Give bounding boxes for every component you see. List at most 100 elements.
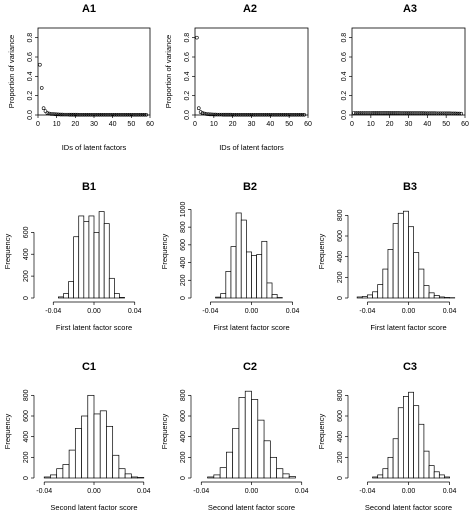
y-tick-label: 0.8	[184, 33, 191, 43]
data-point	[266, 113, 271, 117]
panel-b3: B3 -0.04 0.00 0.04 0 200 400 600 800 First latent…	[317, 181, 457, 332]
y-tick-label: 0.6	[27, 52, 34, 62]
histogram-bar	[240, 219, 247, 299]
x-tick-label: 0.04	[128, 308, 142, 315]
histogram-bar	[98, 211, 105, 299]
data-point	[200, 111, 205, 115]
data-point	[457, 111, 462, 116]
data-point	[455, 111, 460, 116]
data-point	[247, 113, 252, 117]
data-point	[431, 111, 435, 115]
histogram-bar	[73, 236, 80, 299]
data-point	[446, 111, 450, 116]
data-point	[274, 113, 278, 117]
y-tick-label: 600	[180, 410, 187, 422]
histogram-bar	[361, 296, 368, 299]
y-tick-label: 800	[180, 389, 187, 401]
histogram-bar	[137, 477, 145, 479]
data-point	[442, 111, 447, 116]
x-tick-label: 0.00	[87, 308, 101, 315]
data-point	[52, 112, 57, 117]
data-point	[440, 111, 445, 116]
histogram-bar	[387, 249, 394, 299]
histogram-bar	[403, 396, 409, 479]
y-tick-label: 400	[180, 431, 187, 443]
data-point	[410, 111, 415, 115]
data-point	[112, 113, 117, 117]
plot-frame	[351, 27, 466, 116]
data-point	[387, 111, 392, 115]
data-point	[300, 113, 305, 117]
panel-title: B3	[403, 181, 417, 193]
panel-title: A3	[403, 3, 417, 15]
data-point	[401, 111, 405, 115]
data-point	[227, 112, 231, 117]
histogram-bar	[108, 277, 115, 299]
data-point	[425, 111, 430, 115]
data-point	[260, 113, 265, 117]
data-point	[242, 113, 246, 117]
x-tick-label: 30	[405, 121, 413, 128]
histogram-bar	[232, 428, 240, 479]
data-point	[404, 111, 409, 115]
data-point	[363, 111, 367, 115]
y-tick-label: 0	[23, 296, 30, 300]
data-point	[361, 111, 366, 115]
data-point	[88, 113, 93, 117]
y-tick-label: 600	[337, 410, 344, 422]
data-point	[259, 113, 263, 117]
x-tick-label: 60	[461, 121, 469, 128]
data-point	[43, 109, 48, 113]
histogram-bar	[63, 293, 69, 299]
histogram-bar	[256, 254, 263, 299]
data-point	[58, 112, 63, 117]
data-point	[419, 111, 424, 115]
y-tick-label: 400	[23, 248, 30, 260]
data-point	[114, 113, 119, 117]
x-tick-label: 20	[229, 121, 237, 128]
histogram-bar	[282, 473, 290, 479]
data-point	[41, 106, 46, 111]
data-point	[103, 113, 107, 117]
y-tick-label: 0.0	[341, 110, 348, 120]
histogram-bar	[58, 296, 64, 299]
data-point	[429, 111, 433, 115]
y-tick-label: 0.2	[341, 91, 348, 101]
data-point	[51, 112, 55, 116]
y-tick-label: 0.4	[27, 71, 34, 81]
data-point	[94, 113, 98, 117]
y-tick-label: 0	[337, 296, 344, 300]
data-point	[433, 111, 437, 115]
data-point	[221, 112, 226, 117]
data-point	[84, 113, 89, 117]
data-point	[372, 111, 377, 115]
data-point	[122, 113, 126, 117]
data-point	[385, 111, 390, 115]
data-point	[125, 113, 130, 117]
data-point	[277, 113, 282, 117]
x-axis-label: Second latent factor score	[208, 503, 295, 512]
x-tick-label: 0.04	[443, 488, 457, 495]
histogram-bar	[444, 476, 450, 479]
data-point	[406, 111, 411, 115]
histogram-bar	[444, 297, 450, 299]
data-point	[374, 111, 379, 115]
data-point	[378, 111, 383, 115]
histogram-bar	[118, 468, 126, 479]
data-point	[402, 111, 407, 115]
data-point	[127, 113, 132, 117]
x-tick-label: 0.00	[245, 488, 259, 495]
histogram-bar	[114, 293, 120, 299]
data-point	[232, 113, 237, 117]
histogram-bar	[408, 391, 414, 479]
histogram-bar	[418, 423, 425, 479]
data-point	[444, 111, 448, 116]
histogram-bar	[62, 464, 70, 479]
data-point	[62, 112, 66, 117]
x-tick-label: 40	[266, 121, 274, 128]
x-tick-label: 10	[210, 121, 218, 128]
data-point	[79, 113, 83, 117]
y-tick-label: 400	[180, 257, 187, 269]
data-point	[255, 113, 259, 117]
